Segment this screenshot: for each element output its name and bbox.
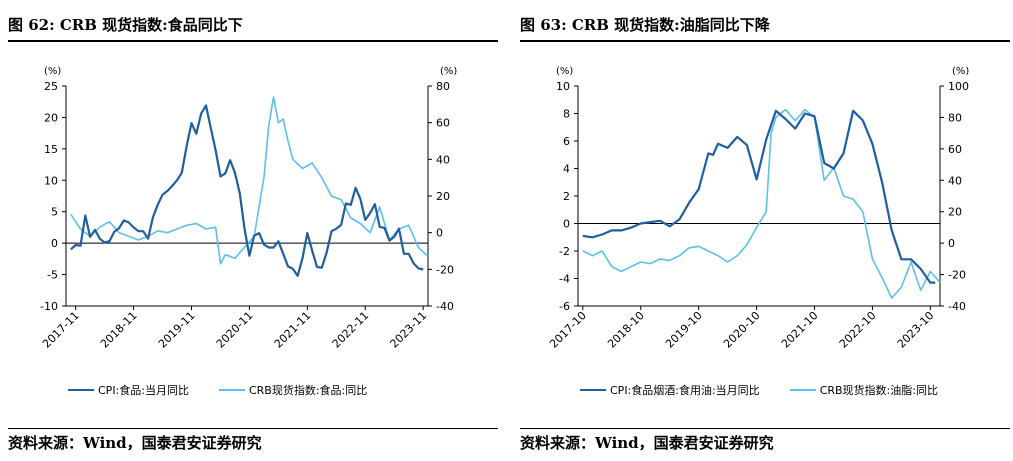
right-tick-label: 40	[436, 153, 450, 166]
left-axis-unit: (%)	[556, 66, 573, 77]
right-tick-label: 60	[436, 117, 450, 130]
right-tick-label: -40	[948, 300, 966, 313]
bottom-rule	[520, 428, 1010, 429]
x-tick-label: 2018-11	[98, 309, 140, 351]
legend-item-crb: CRB现货指数:油脂:同比	[789, 382, 938, 398]
x-tick-label: 2021-11	[272, 309, 314, 351]
food-crb-line	[70, 96, 429, 265]
x-tick-label: 2022-11	[330, 309, 372, 351]
left-tick-label: 10	[556, 80, 570, 93]
left-tick-label: 0	[51, 237, 58, 250]
left-tick-label: 6	[563, 135, 570, 148]
left-tick-label: -6	[559, 300, 570, 313]
source-note: 资料来源：Wind，国泰君安证券研究	[520, 434, 774, 452]
panel-title: 图 62: CRB 现货指数:食品同比下	[8, 16, 243, 34]
oils-crb-line	[582, 108, 941, 299]
chart-oils-cpi-crb: (%) (%)-6-4-20246810-40-20020406080100201…	[547, 66, 969, 351]
x-tick-label: 2017-11	[40, 309, 82, 351]
right-tick-label: -20	[948, 269, 966, 282]
left-tick-label: 2	[563, 190, 570, 203]
x-tick-label: 2023-10	[895, 309, 937, 351]
right-tick-label: 0	[436, 227, 443, 240]
x-tick-label: 2020-10	[721, 309, 763, 351]
right-tick-label: 100	[948, 80, 969, 93]
left-tick-label: 25	[44, 80, 58, 93]
right-axis-unit: (%)	[952, 66, 969, 77]
left-tick-label: 0	[563, 218, 570, 231]
left-axis-unit: (%)	[44, 66, 61, 77]
x-tick-label: 2023-11	[388, 309, 430, 351]
left-tick-label: 4	[563, 163, 570, 176]
right-tick-label: 80	[948, 111, 962, 124]
x-tick-label: 2018-10	[605, 309, 647, 351]
top-rule	[8, 40, 498, 42]
panel-title: 图 63: CRB 现货指数:油脂同比下降	[520, 16, 770, 34]
left-tick-label: 5	[51, 206, 58, 219]
top-rule	[520, 40, 1010, 42]
left-tick-label: -10	[40, 300, 58, 313]
source-note: 资料来源：Wind，国泰君安证券研究	[8, 434, 262, 452]
legend-swatch-crb	[218, 389, 245, 391]
right-tick-label: 60	[948, 143, 962, 156]
legend-label-cpi: CPI:食品:当月同比	[98, 384, 189, 397]
legend-label-crb: CRB现货指数:油脂:同比	[819, 384, 938, 397]
right-tick-label: 80	[436, 80, 450, 93]
chart-food-cpi-crb: (%) (%) -10 -5 0 5 10 15 20 25 -40 -20 0 20 40 60 80 2017…	[40, 66, 457, 351]
food-cpi-line	[70, 104, 424, 277]
right-tick-label: -40	[436, 300, 454, 313]
right-tick-label: 20	[436, 190, 450, 203]
left-tick-label: 10	[44, 174, 58, 187]
chart-panel-food: 图 62: CRB 现货指数:食品同比下 (%) (%) -10 -5 0 5 10 15 20…	[8, 0, 498, 461]
right-tick-label: 20	[948, 206, 962, 219]
oils-cpi-line	[582, 109, 936, 284]
right-tick-label: -20	[436, 263, 454, 276]
legend-item-cpi: CPI:食品:当月同比	[68, 382, 189, 398]
legend-label-crb: CRB现货指数:食品:同比	[248, 384, 368, 397]
legend: CPI:食品烟酒:食用油:当月同比 CRB现货指数:油脂:同比	[580, 382, 938, 398]
left-tick-label: -5	[47, 269, 58, 282]
x-tick-label: 2019-11	[156, 309, 198, 351]
x-tick-label: 2019-10	[663, 309, 705, 351]
x-tick-label: 2020-11	[214, 309, 256, 351]
x-tick-label: 2022-10	[837, 309, 879, 351]
bottom-rule	[8, 428, 498, 429]
left-tick-label: 15	[44, 143, 58, 156]
right-axis-unit: (%)	[440, 66, 457, 77]
x-tick-label: 2021-10	[779, 309, 821, 351]
legend-item-cpi: CPI:食品烟酒:食用油:当月同比	[580, 382, 760, 398]
right-tick-label: 0	[948, 237, 955, 250]
legend-swatch-cpi	[580, 389, 606, 391]
left-tick-label: -4	[559, 273, 570, 286]
legend-label-cpi: CPI:食品烟酒:食用油:当月同比	[610, 384, 760, 397]
legend: CPI:食品:当月同比 CRB现货指数:食品:同比	[68, 382, 367, 398]
legend-item-crb: CRB现货指数:食品:同比	[218, 382, 368, 398]
chart-panel-oils: 图 63: CRB 现货指数:油脂同比下降 (%) (%) -6 -4 -2 0 2 4 6 8 1…	[520, 0, 1010, 461]
right-tick-label: 40	[948, 174, 962, 187]
left-tick-label: 8	[563, 108, 570, 121]
left-tick-label: -2	[559, 245, 570, 258]
left-tick-label: 20	[44, 111, 58, 124]
legend-swatch-crb	[789, 389, 816, 391]
legend-swatch-cpi	[68, 389, 94, 391]
x-tick-label: 2017-10	[547, 309, 589, 351]
